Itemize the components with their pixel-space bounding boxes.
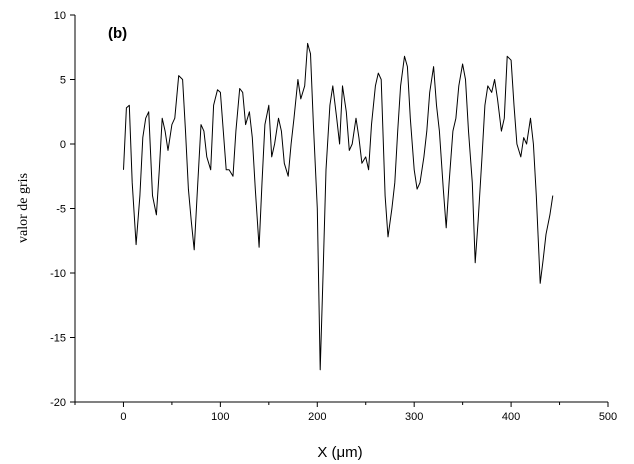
- panel-label: (b): [108, 25, 127, 42]
- y-axis-label: valor de gris: [16, 173, 31, 243]
- ticks: 0 100 200 300 400 500 -20 -15 -10 -5 0 5 10: [50, 10, 617, 423]
- series-line: [123, 42, 554, 371]
- x-tick-label: 200: [308, 411, 326, 423]
- x-tick-label: 500: [599, 411, 617, 423]
- x-tick-label: 100: [211, 411, 229, 423]
- x-tick-label: 300: [405, 411, 423, 423]
- y-tick-label: -5: [56, 204, 66, 216]
- x-axis-label: X (μm): [317, 444, 362, 461]
- y-tick-label: 5: [60, 75, 66, 87]
- y-tick-label: -20: [50, 397, 66, 409]
- series-layer: [123, 42, 554, 371]
- x-tick-label: 0: [120, 411, 126, 423]
- y-tick-label: 0: [60, 139, 66, 151]
- y-tick-label: -15: [50, 333, 66, 345]
- x-tick-label: 400: [502, 411, 520, 423]
- y-tick-label: 10: [54, 10, 66, 22]
- y-tick-label: -10: [50, 268, 66, 280]
